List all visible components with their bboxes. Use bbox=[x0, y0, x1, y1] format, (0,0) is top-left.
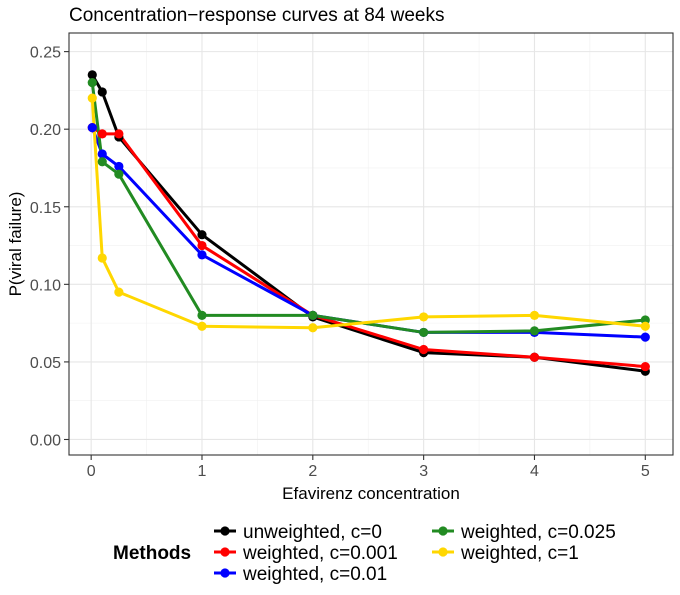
series-line-5 bbox=[90, 98, 646, 330]
data-point-s1-1 bbox=[87, 70, 97, 80]
y-tick-label: 0.05 bbox=[30, 355, 61, 372]
x-tick-label: 1 bbox=[198, 463, 207, 480]
plot-panel-border bbox=[68, 32, 674, 456]
chart-title: Concentration−response curves at 84 week… bbox=[69, 5, 444, 26]
y-tick-label: 0.15 bbox=[30, 200, 61, 217]
legend-label: weighted, c=0.01 bbox=[242, 564, 387, 585]
x-tick-label: 2 bbox=[308, 463, 317, 480]
data-point-s1-2 bbox=[97, 87, 107, 97]
data-point-s5-1 bbox=[87, 93, 97, 103]
data-point-s3-1 bbox=[87, 123, 97, 133]
y-tick-label: 0.25 bbox=[30, 45, 61, 62]
series-lines bbox=[90, 74, 646, 373]
data-point-s3-3 bbox=[114, 161, 124, 172]
legend-label: weighted, c=1 bbox=[460, 543, 579, 564]
data-point-s2-3 bbox=[114, 129, 124, 139]
x-tick-label: 3 bbox=[419, 463, 428, 480]
data-point-s2-8 bbox=[640, 361, 650, 372]
x-tick-label: 0 bbox=[87, 463, 96, 480]
data-point-s5-6 bbox=[419, 312, 429, 322]
data-point-s2-6 bbox=[419, 344, 429, 355]
data-point-s2-7 bbox=[529, 352, 540, 362]
data-point-s5-3 bbox=[114, 287, 124, 297]
axis-ticks: 0 1 2 3 4 5 0.00 0.05 0.10 0.15 0.20 0.25 bbox=[30, 45, 650, 480]
legend-label: weighted, c=0.025 bbox=[460, 522, 616, 543]
x-tick-label: 5 bbox=[641, 463, 650, 480]
legend-key-point bbox=[438, 526, 448, 536]
series-line-2 bbox=[91, 126, 646, 369]
legend-key-point bbox=[438, 547, 448, 557]
data-point-s1-4 bbox=[197, 230, 207, 240]
data-point-s5-2 bbox=[97, 253, 107, 263]
legend-key-point bbox=[220, 568, 230, 578]
series-line-3 bbox=[90, 127, 646, 339]
data-point-s4-1 bbox=[87, 78, 97, 88]
x-axis-label: Efavirenz concentration bbox=[282, 484, 460, 503]
data-point-s4-4 bbox=[197, 310, 207, 320]
data-point-s3-4 bbox=[197, 250, 207, 260]
legend-label: unweighted, c=0 bbox=[243, 522, 382, 543]
y-tick-label: 0.20 bbox=[30, 122, 61, 139]
x-tick-label: 4 bbox=[530, 463, 539, 480]
y-axis-label: P(viral failure) bbox=[6, 192, 25, 297]
y-tick-label: 0.00 bbox=[30, 432, 61, 449]
data-point-s5-8 bbox=[640, 321, 650, 331]
data-point-s3-2 bbox=[97, 149, 107, 159]
data-point-s4-6 bbox=[419, 327, 429, 338]
data-point-s3-8 bbox=[640, 332, 650, 342]
legend-key-point bbox=[220, 547, 230, 557]
series-points bbox=[87, 70, 650, 376]
data-point-s5-4 bbox=[197, 321, 207, 331]
legend-title: Methods bbox=[113, 543, 191, 564]
data-point-s4-5 bbox=[308, 310, 318, 320]
data-point-s5-5 bbox=[308, 323, 318, 333]
data-point-s4-7 bbox=[529, 326, 540, 336]
data-point-s4-3 bbox=[114, 169, 124, 179]
data-point-s2-2 bbox=[97, 129, 107, 139]
legend-label: weighted, c=0.001 bbox=[242, 543, 398, 564]
legend-key-point bbox=[220, 526, 230, 536]
data-point-s2-4 bbox=[197, 240, 207, 251]
data-point-s5-7 bbox=[529, 310, 540, 320]
data-point-s4-2 bbox=[97, 157, 107, 167]
y-tick-label: 0.10 bbox=[30, 277, 61, 294]
